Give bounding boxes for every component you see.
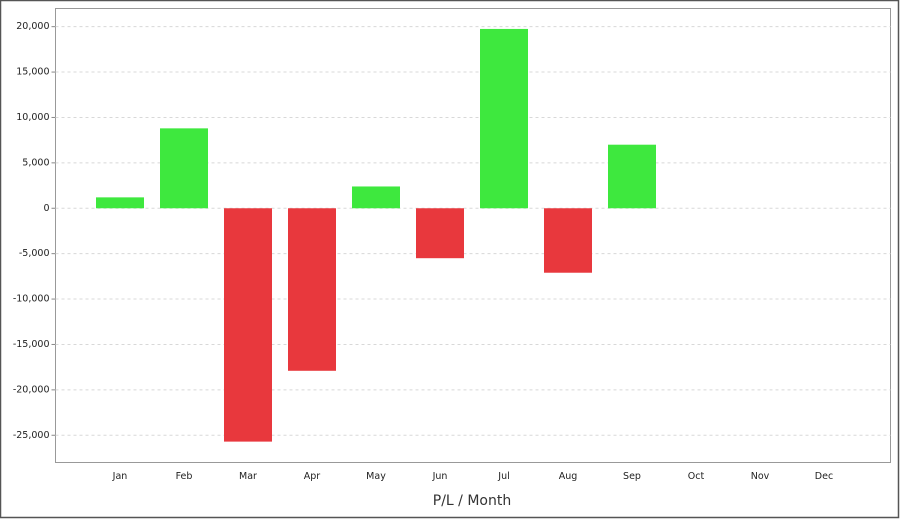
x-tick-label: Jul	[497, 471, 509, 482]
y-tick-label: -15,000	[13, 339, 50, 350]
bar	[224, 208, 272, 442]
x-axis-title: P/L / Month	[433, 493, 511, 509]
x-tick-label: Apr	[304, 471, 321, 482]
bar	[288, 208, 336, 371]
y-tick-label: 15,000	[16, 67, 49, 78]
bar	[608, 144, 656, 209]
y-tick-label: 0	[43, 203, 49, 214]
bar	[416, 208, 464, 259]
x-tick-label: Jan	[112, 471, 128, 482]
bar	[160, 128, 208, 209]
bar	[96, 197, 144, 209]
y-tick-label: -10,000	[13, 294, 50, 305]
bar	[480, 28, 528, 209]
x-tick-label: Sep	[623, 471, 641, 482]
bar	[544, 208, 592, 273]
y-tick-label: 20,000	[16, 21, 49, 32]
y-tick-label: -5,000	[19, 248, 50, 259]
y-tick-label: 5,000	[22, 157, 49, 168]
x-tick-label: May	[366, 471, 386, 482]
x-tick-label: Feb	[176, 471, 193, 482]
x-tick-label: Nov	[751, 471, 770, 482]
x-tick-label: Dec	[815, 471, 833, 482]
x-tick-label: Oct	[688, 471, 705, 482]
plot-area	[55, 8, 891, 463]
y-tick-label: -25,000	[13, 430, 50, 441]
bar	[352, 186, 400, 209]
y-tick-label: 10,000	[16, 112, 49, 123]
y-tick-label: -20,000	[13, 384, 50, 395]
x-tick-label: Jun	[432, 471, 448, 482]
x-tick-label: Aug	[559, 471, 578, 482]
x-tick-label: Mar	[239, 471, 257, 482]
